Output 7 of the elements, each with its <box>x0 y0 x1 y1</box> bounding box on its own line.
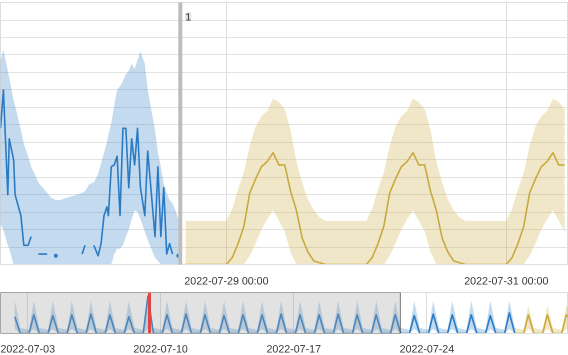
x-tick-label: 2022-07-24 <box>400 344 454 355</box>
x-tick-label: 2022-07-29 00:00 <box>184 276 269 288</box>
x-tick-label: 2022-07-31 00:00 <box>464 276 548 288</box>
x-tick-label: 2022-07-03 <box>0 344 56 355</box>
x-tick-label: 2022-07-17 <box>266 344 322 355</box>
ref-line-label: 1 <box>185 12 192 24</box>
x-tick-label: 2022-07-10 <box>133 344 188 355</box>
